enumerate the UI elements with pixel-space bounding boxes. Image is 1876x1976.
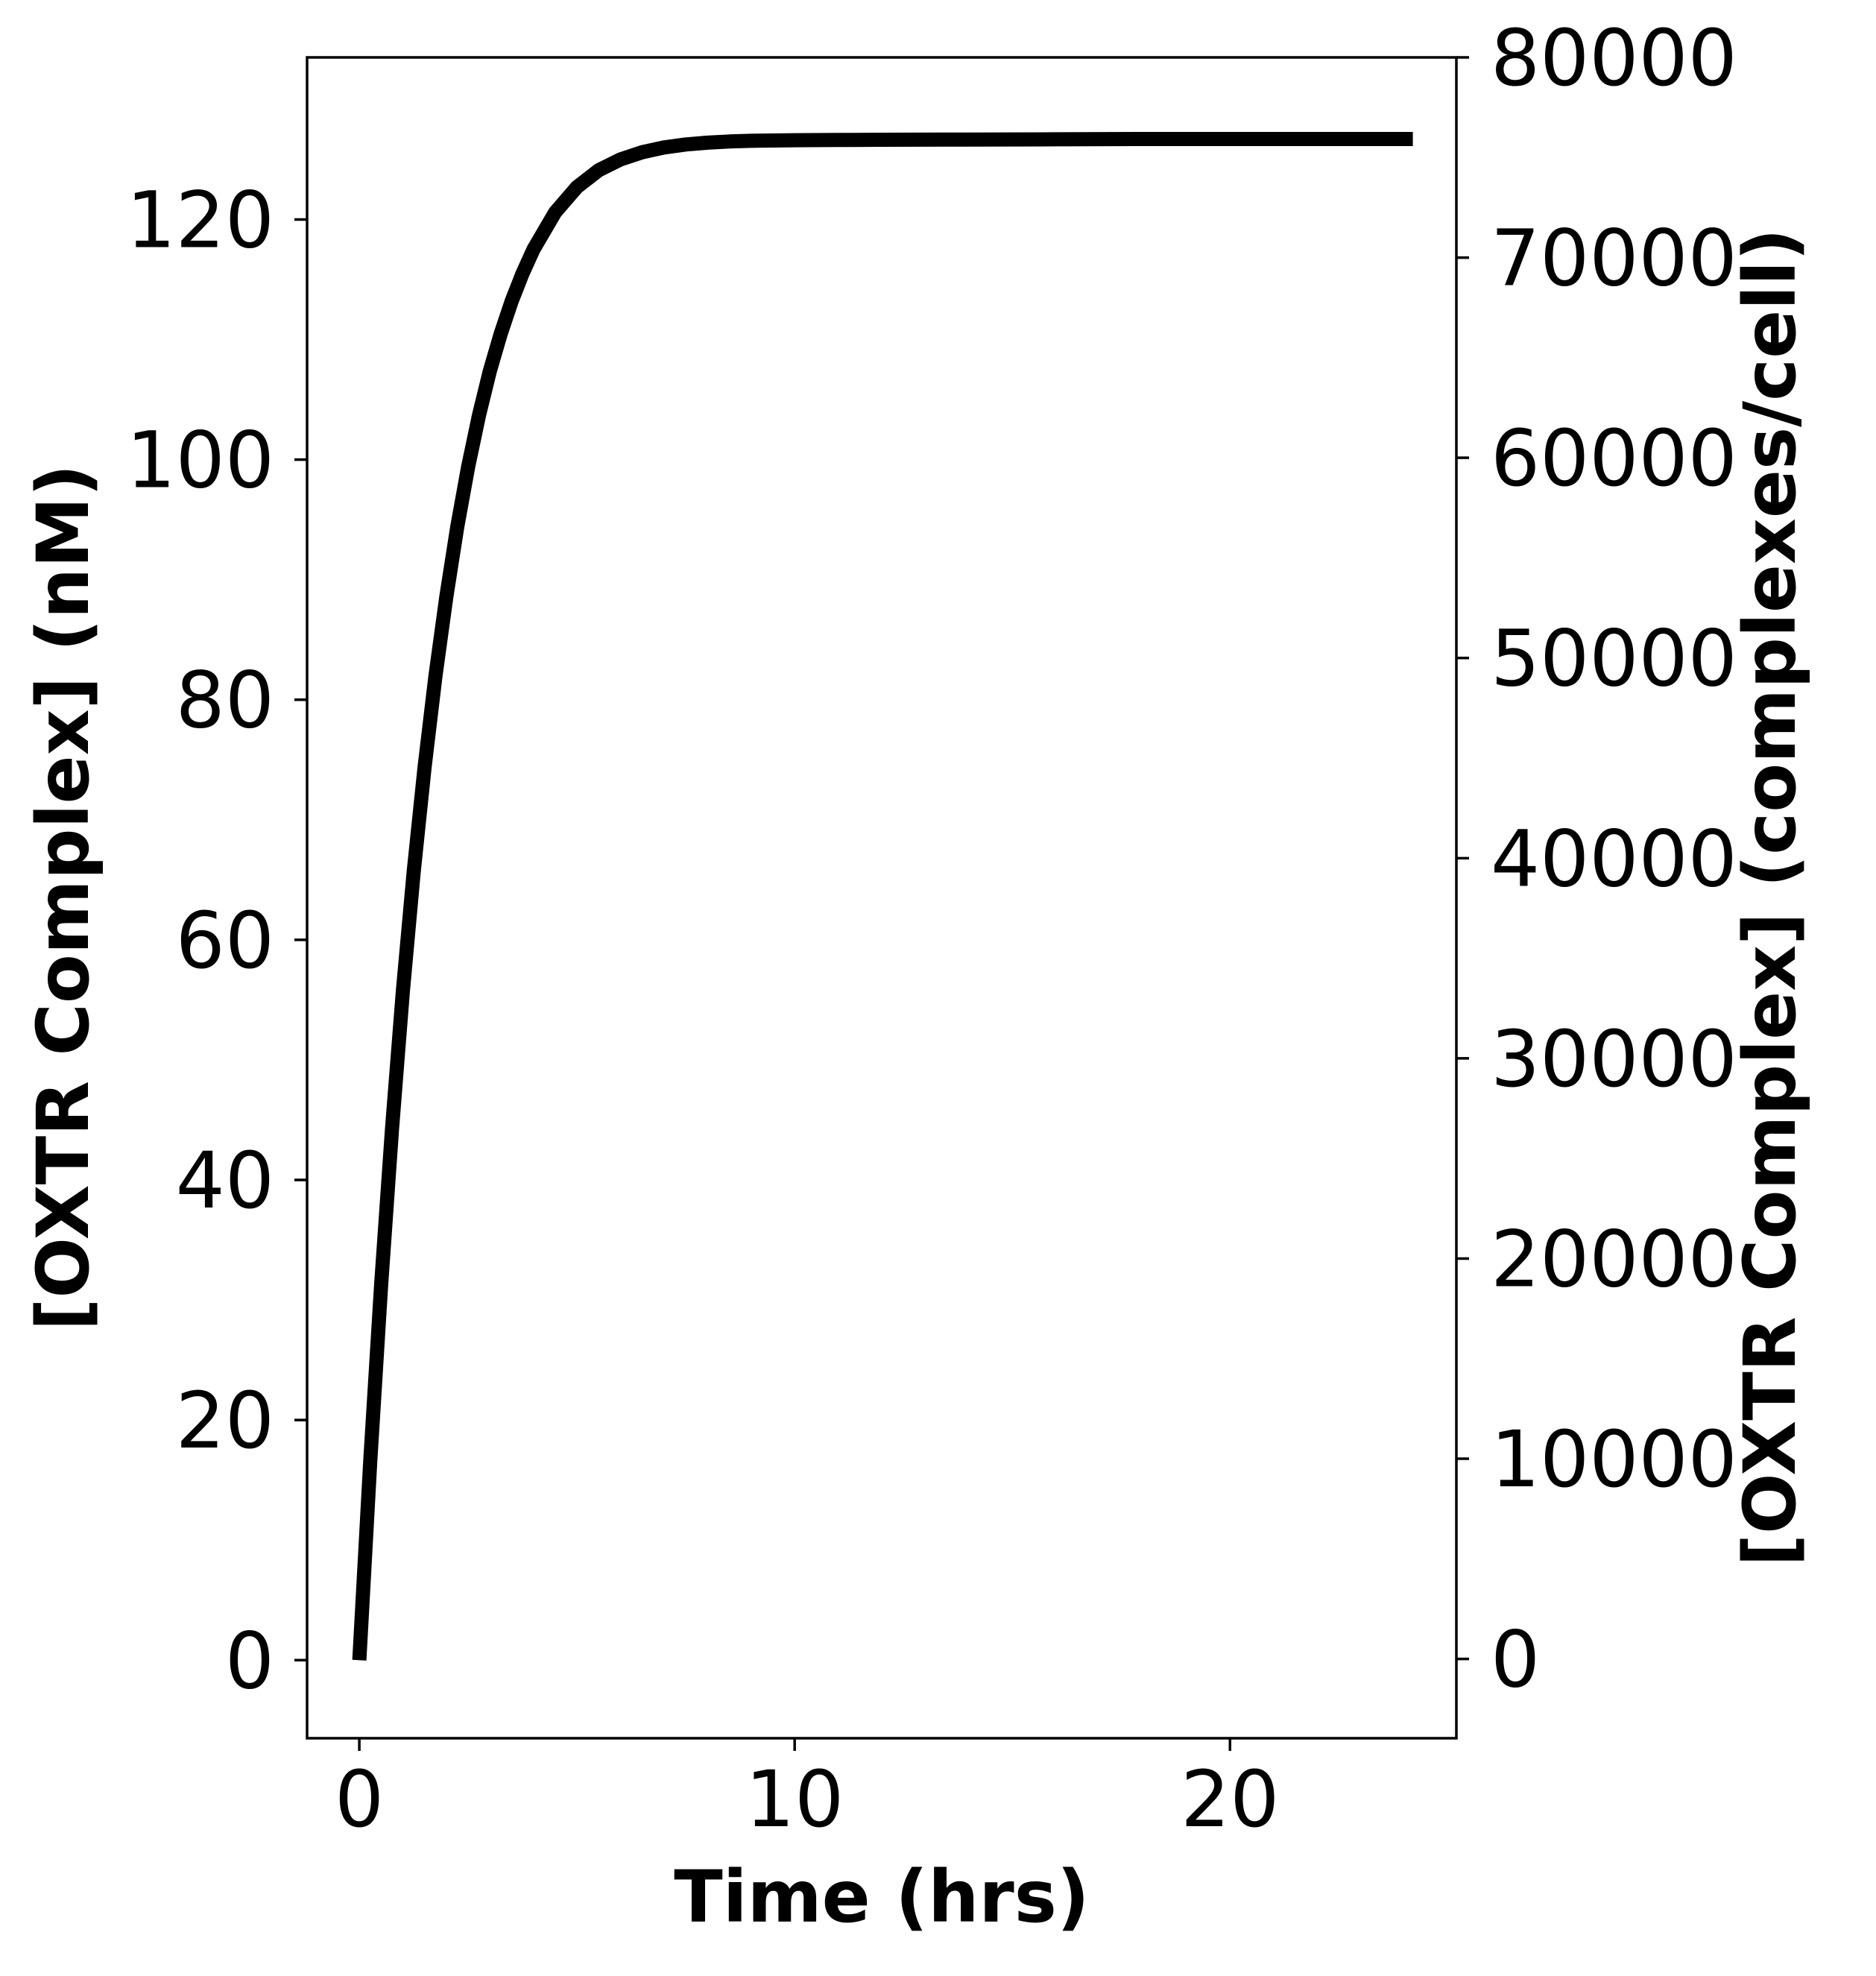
- y-tick-label: 0: [225, 1615, 274, 1706]
- y2-tick-label: 60000: [1491, 413, 1737, 504]
- y-tick-label: 120: [126, 174, 274, 265]
- y-tick-label: 100: [126, 415, 274, 506]
- series-line-0: [352, 132, 1413, 1661]
- y2-tick-label: 80000: [1491, 13, 1737, 104]
- y-axis-right: 0 10000 20000 30000 40000 50000 60000 70000 8000…: [1456, 13, 1737, 1705]
- y2-tick-label: 20000: [1491, 1213, 1737, 1304]
- y-tick-label: 80: [176, 655, 274, 746]
- y2-tick-label: 10000: [1491, 1414, 1737, 1505]
- y-tick-label: 20: [176, 1375, 274, 1466]
- y2-tick-label: 40000: [1491, 813, 1737, 904]
- y2-tick-label: 30000: [1491, 1014, 1737, 1105]
- y2-tick-label: 0: [1491, 1614, 1540, 1705]
- x-tick-label: 20: [1181, 1754, 1279, 1845]
- x-tick-label: 0: [335, 1754, 384, 1845]
- x-tick-label: 10: [745, 1754, 844, 1845]
- x-axis: 0 10 20: [335, 1738, 1279, 1845]
- series-layer: [352, 132, 1413, 1661]
- y-axis-left: 0 20 40 60 80 100 120: [126, 174, 307, 1706]
- y-axis-left-title: [OXTR Complex] (nM): [22, 464, 105, 1331]
- y-tick-label: 60: [176, 895, 274, 986]
- y-axis-right-title: [OXTR Complex] (complexes/cell): [1728, 228, 1812, 1567]
- y2-tick-label: 50000: [1491, 613, 1737, 704]
- y2-tick-label: 70000: [1491, 213, 1737, 304]
- y-tick-label: 40: [176, 1135, 274, 1226]
- x-axis-title: Time (hrs): [674, 1855, 1090, 1939]
- plot-frame: [306, 56, 1458, 1740]
